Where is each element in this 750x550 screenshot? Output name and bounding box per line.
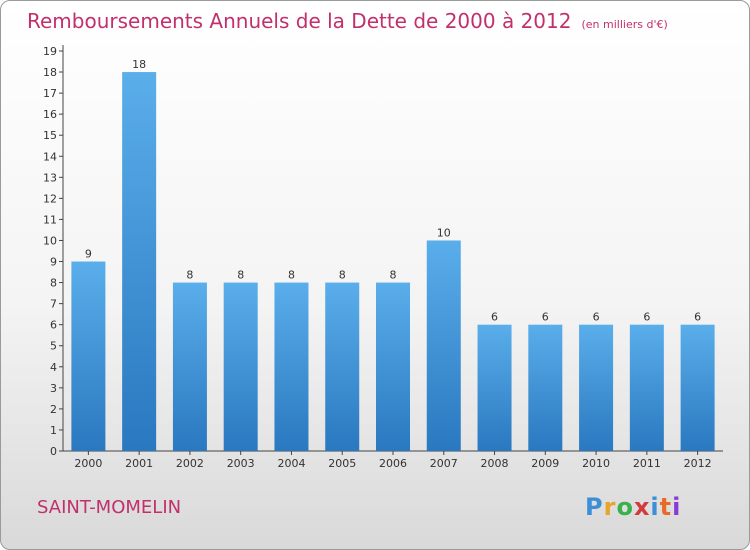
x-tick-label: 2004 <box>277 457 305 470</box>
y-tick-label: 16 <box>43 108 57 121</box>
bar-value-label: 6 <box>542 311 549 324</box>
chart-title: Remboursements Annuels de la Dette de 20… <box>27 9 668 33</box>
bar-value-label: 6 <box>491 311 498 324</box>
bar <box>579 324 614 451</box>
bar <box>122 72 157 451</box>
y-tick-label: 2 <box>50 403 57 416</box>
x-tick-label: 2012 <box>684 457 712 470</box>
bar-value-label: 8 <box>390 269 397 282</box>
bar <box>274 282 309 451</box>
bar-value-label: 6 <box>694 311 701 324</box>
bar <box>426 240 461 451</box>
bar <box>325 282 360 451</box>
x-tick-label: 2001 <box>125 457 153 470</box>
x-tick-label: 2008 <box>481 457 509 470</box>
y-tick-label: 7 <box>50 298 57 311</box>
y-tick-label: 3 <box>50 382 57 395</box>
x-tick-label: 2010 <box>582 457 610 470</box>
bar <box>629 324 664 451</box>
bar-value-label: 8 <box>186 269 193 282</box>
y-tick-label: 15 <box>43 129 57 142</box>
y-tick-label: 18 <box>43 66 57 79</box>
chart-bars: 9 18 8 8 8 8 8 10 6 6 6 6 6 <box>71 58 715 451</box>
commune-name: SAINT-MOMELIN <box>37 497 182 518</box>
bar <box>376 282 410 451</box>
x-tick-label: 2009 <box>531 457 559 470</box>
y-tick-label: 13 <box>43 171 57 184</box>
bar-value-label: 8 <box>339 269 346 282</box>
y-tick-label: 12 <box>43 192 57 205</box>
bar-value-label: 8 <box>288 269 295 282</box>
x-tick-label: 2002 <box>176 457 204 470</box>
chart-title-text: Remboursements Annuels de la Dette de 20… <box>27 9 572 33</box>
y-tick-label: 19 <box>43 45 57 58</box>
x-tick-label: 2007 <box>430 457 458 470</box>
bar-value-label: 9 <box>85 248 92 261</box>
y-tick-label: 10 <box>43 234 57 247</box>
x-axis-labels: 2000 2001 2002 2003 2004 2005 2006 2007 2008 2009… <box>74 457 711 470</box>
chart-subtitle: (en milliers d'€) <box>581 18 668 31</box>
x-tick-label: 2000 <box>74 457 102 470</box>
y-tick-label: 4 <box>50 361 57 374</box>
x-tick-label: 2003 <box>227 457 255 470</box>
bar <box>71 261 106 451</box>
y-tick-label: 0 <box>50 445 57 458</box>
bar <box>172 282 207 451</box>
bar <box>223 282 258 451</box>
y-tick-label: 1 <box>50 424 57 437</box>
bar <box>680 324 715 451</box>
bar <box>477 324 512 451</box>
y-tick-label: 17 <box>43 87 57 100</box>
bar-value-label: 10 <box>437 226 451 239</box>
bar <box>528 324 563 451</box>
bar-value-label: 6 <box>643 311 650 324</box>
bar-value-label: 18 <box>132 58 146 71</box>
y-tick-label: 5 <box>50 340 57 353</box>
bar-value-label: 8 <box>237 269 244 282</box>
bar-value-label: 6 <box>593 311 600 324</box>
y-tick-label: 9 <box>50 256 57 269</box>
proxiti-logo[interactable]: Proxiti <box>585 493 682 521</box>
y-tick-label: 14 <box>43 150 57 163</box>
x-tick-label: 2011 <box>633 457 661 470</box>
x-tick-label: 2006 <box>379 457 407 470</box>
x-tick-label: 2005 <box>328 457 356 470</box>
y-tick-label: 8 <box>50 277 57 290</box>
y-tick-label: 11 <box>43 213 57 226</box>
y-tick-label: 6 <box>50 319 57 332</box>
